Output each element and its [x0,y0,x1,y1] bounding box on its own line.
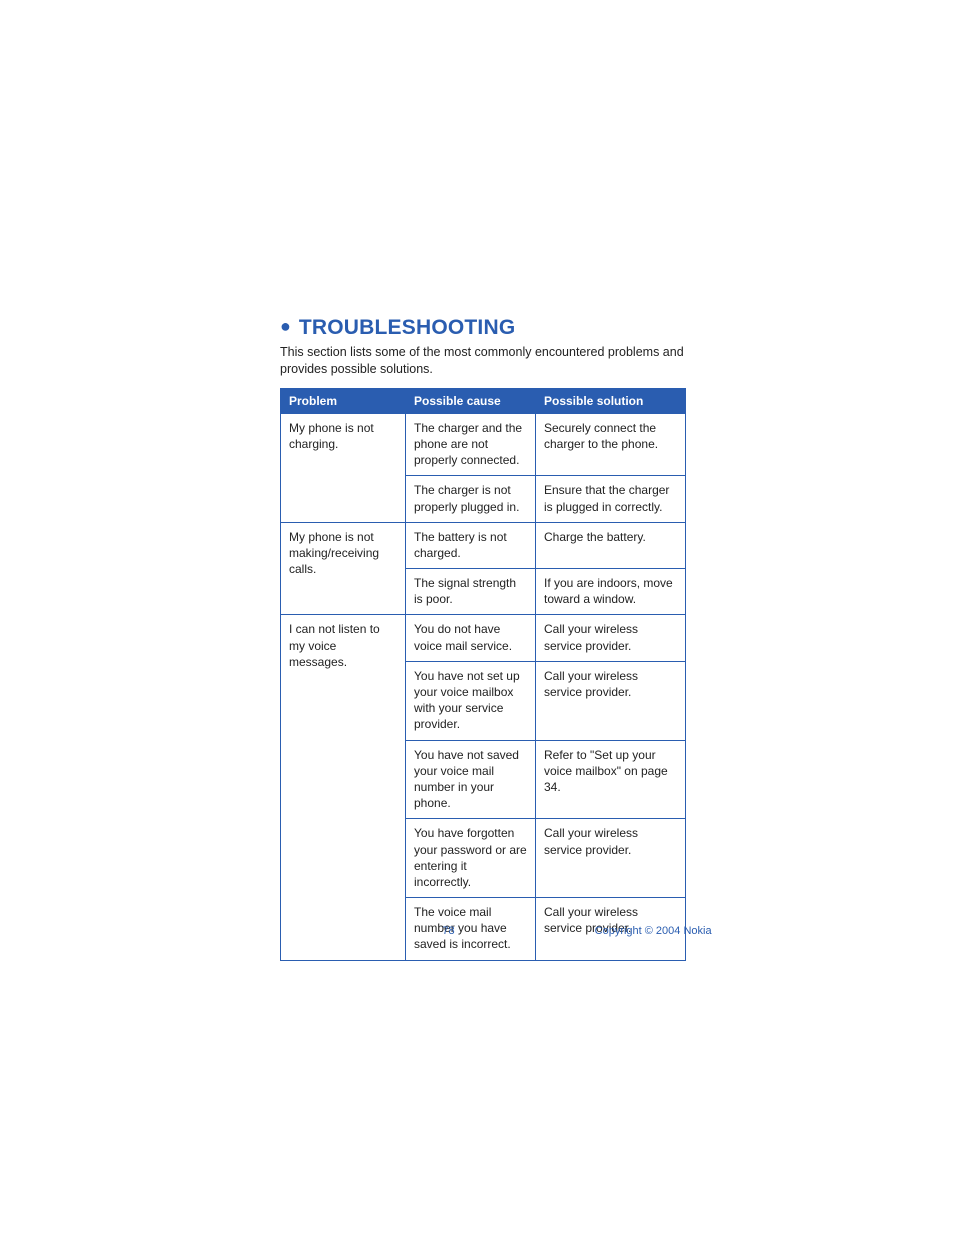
cell-cause: The charger and the phone are not proper… [406,413,536,476]
cell-solution: Refer to "Set up your voice mailbox" on … [536,740,686,819]
cell-cause: You have not saved your voice mail numbe… [406,740,536,819]
cell-problem: My phone is not charging. [281,413,406,522]
page-footer: 78 Copyright © 2004 Nokia [0,925,954,937]
cell-solution: Call your wireless service provider. [536,661,686,740]
section-heading: TROUBLESHOOTING [299,316,516,340]
col-header-problem: Problem [281,388,406,413]
cell-solution: Securely connect the charger to the phon… [536,413,686,476]
troubleshooting-table: Problem Possible cause Possible solution… [280,388,686,961]
table-row: My phone is not charging. The charger an… [281,413,686,476]
heading-row: ● TROUBLESHOOTING [280,316,684,340]
table-row: I can not listen to my voice messages. Y… [281,615,686,661]
cell-solution: Charge the battery. [536,522,686,568]
cell-cause: The signal strength is poor. [406,569,536,615]
cell-cause: You do not have voice mail service. [406,615,536,661]
table-header-row: Problem Possible cause Possible solution [281,388,686,413]
intro-text: This section lists some of the most comm… [280,344,684,378]
cell-cause: The battery is not charged. [406,522,536,568]
cell-solution: Ensure that the charger is plugged in co… [536,476,686,522]
cell-solution: If you are indoors, move toward a window… [536,569,686,615]
cell-cause: You have forgotten your password or are … [406,819,536,898]
copyright-text: Copyright © 2004 Nokia [595,925,712,937]
col-header-solution: Possible solution [536,388,686,413]
document-page: ● TROUBLESHOOTING This section lists som… [0,0,954,1235]
table-row: My phone is not making/receiving calls. … [281,522,686,568]
col-header-cause: Possible cause [406,388,536,413]
cell-cause: You have not set up your voice mailbox w… [406,661,536,740]
bullet-icon: ● [280,317,291,335]
cell-solution: Call your wireless service provider. [536,819,686,898]
cell-cause: The charger is not properly plugged in. [406,476,536,522]
cell-solution: Call your wireless service provider. [536,615,686,661]
cell-problem: I can not listen to my voice messages. [281,615,406,960]
cell-problem: My phone is not making/receiving calls. [281,522,406,615]
page-number: 78 [242,925,454,937]
